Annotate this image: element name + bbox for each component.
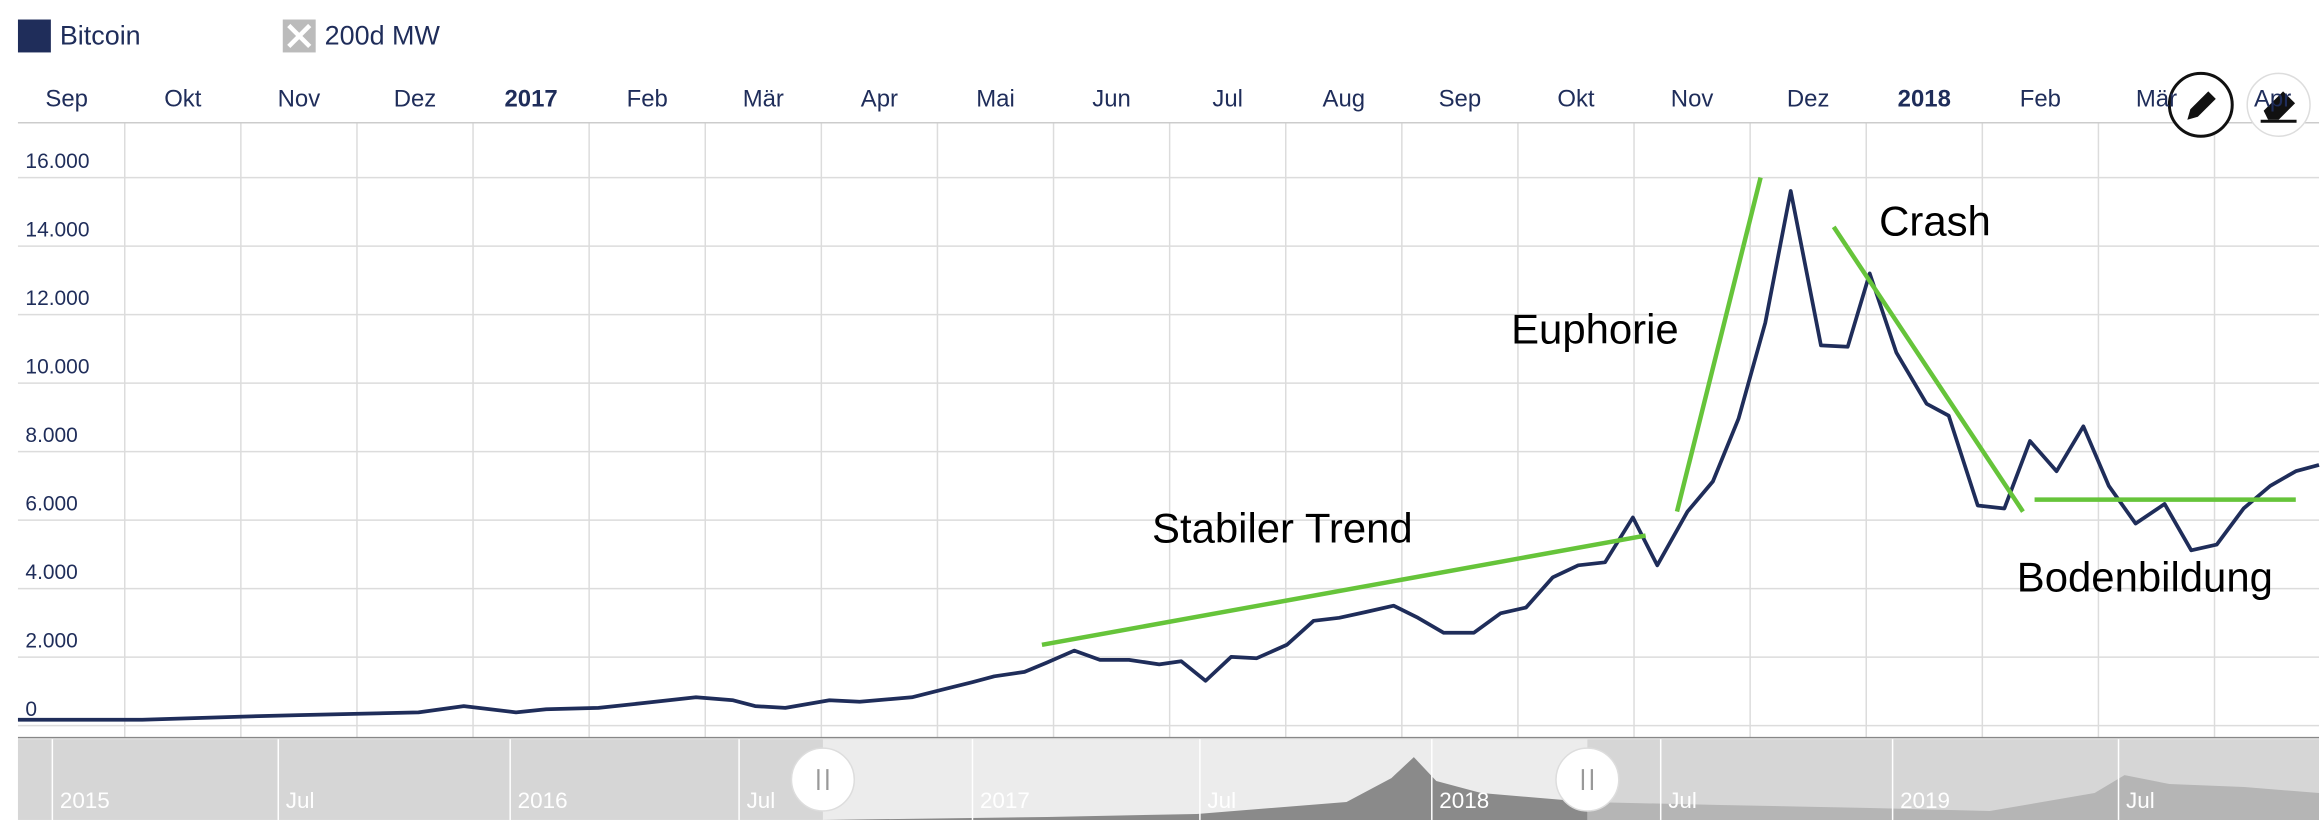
navigator-handle[interactable] — [1555, 747, 1620, 812]
navigator-label: Jul — [2126, 788, 2155, 813]
navigator-handle[interactable] — [790, 747, 856, 812]
eraser-button[interactable] — [2246, 72, 2311, 137]
trend-line — [1831, 225, 2025, 513]
x-tick-label: Mär — [743, 86, 784, 113]
x-tick-label: Apr — [861, 86, 898, 113]
y-tick-label: 2.000 — [25, 630, 77, 653]
line-series — [17, 189, 2320, 722]
grid — [17, 122, 2320, 738]
legend-swatch[interactable] — [17, 19, 51, 53]
navigator-label: Jul — [1668, 788, 1697, 813]
x-tick-label: Apr — [2254, 86, 2291, 113]
navigator: 2015 Jul 2016 Jul 2017 Jul 2018 Jul 2019 Jul — [17, 739, 2320, 820]
y-tick-label: 16.000 — [25, 150, 89, 173]
x-tick-label: Jun — [1092, 86, 1131, 113]
x-tick-label: Nov — [1671, 86, 1714, 113]
legend-label[interactable]: Bitcoin — [60, 21, 141, 51]
navigator-label: Jul — [747, 788, 776, 813]
y-tick-label: 6.000 — [25, 493, 77, 516]
navigator-label: 2018 — [1439, 788, 1489, 813]
annotation-label: Crash — [1879, 198, 1991, 245]
legend-label[interactable]: 200d MW — [325, 21, 441, 51]
x-tick-label: Sep — [45, 86, 88, 113]
y-tick-label: 8.000 — [25, 424, 77, 447]
x-tick-label: 2017 — [504, 86, 557, 113]
x-tick-label: Dez — [1787, 86, 1830, 113]
navigator-label: 2015 — [60, 788, 110, 813]
pencil-button[interactable] — [2167, 71, 2234, 138]
x-tick-label: Okt — [1557, 86, 1595, 113]
x-tick-label: Nov — [278, 86, 321, 113]
annotation-label: Stabiler Trend — [1152, 504, 1413, 551]
annotation-label: Bodenbildung — [2017, 554, 2273, 601]
x-tick-label: Mai — [976, 86, 1015, 113]
legend-swatch[interactable] — [282, 19, 316, 53]
y-tick-label: 0 — [25, 698, 37, 721]
annotation-label: Euphorie — [1511, 305, 1679, 352]
trend-line — [1041, 533, 1647, 648]
trend-line — [1674, 177, 1763, 513]
x-tick-label: Dez — [394, 86, 437, 113]
y-tick-label: 4.000 — [25, 561, 77, 584]
navigator-label: 2019 — [1900, 788, 1950, 813]
navigator-label: Jul — [1207, 788, 1236, 813]
y-tick-label: 10.000 — [25, 356, 89, 379]
x-tick-label: Jul — [1212, 86, 1243, 113]
x-tick-label: Aug — [1322, 86, 1365, 113]
navigator-area — [17, 757, 1588, 820]
x-tick-label: Sep — [1439, 86, 1482, 113]
y-tick-label: 14.000 — [25, 219, 89, 242]
x-tick-label: Okt — [164, 86, 202, 113]
navigator-label: 2016 — [518, 788, 568, 813]
navigator-label: Jul — [286, 788, 315, 813]
x-tick-label: Feb — [627, 86, 668, 113]
y-tick-label: 12.000 — [25, 287, 89, 310]
x-tick-label: Mär — [2136, 86, 2177, 113]
x-tick-label: Feb — [2020, 86, 2061, 113]
navigator-area — [1587, 775, 2320, 820]
navigator-label: 2017 — [980, 788, 1030, 813]
x-tick-label: 2018 — [1898, 86, 1951, 113]
